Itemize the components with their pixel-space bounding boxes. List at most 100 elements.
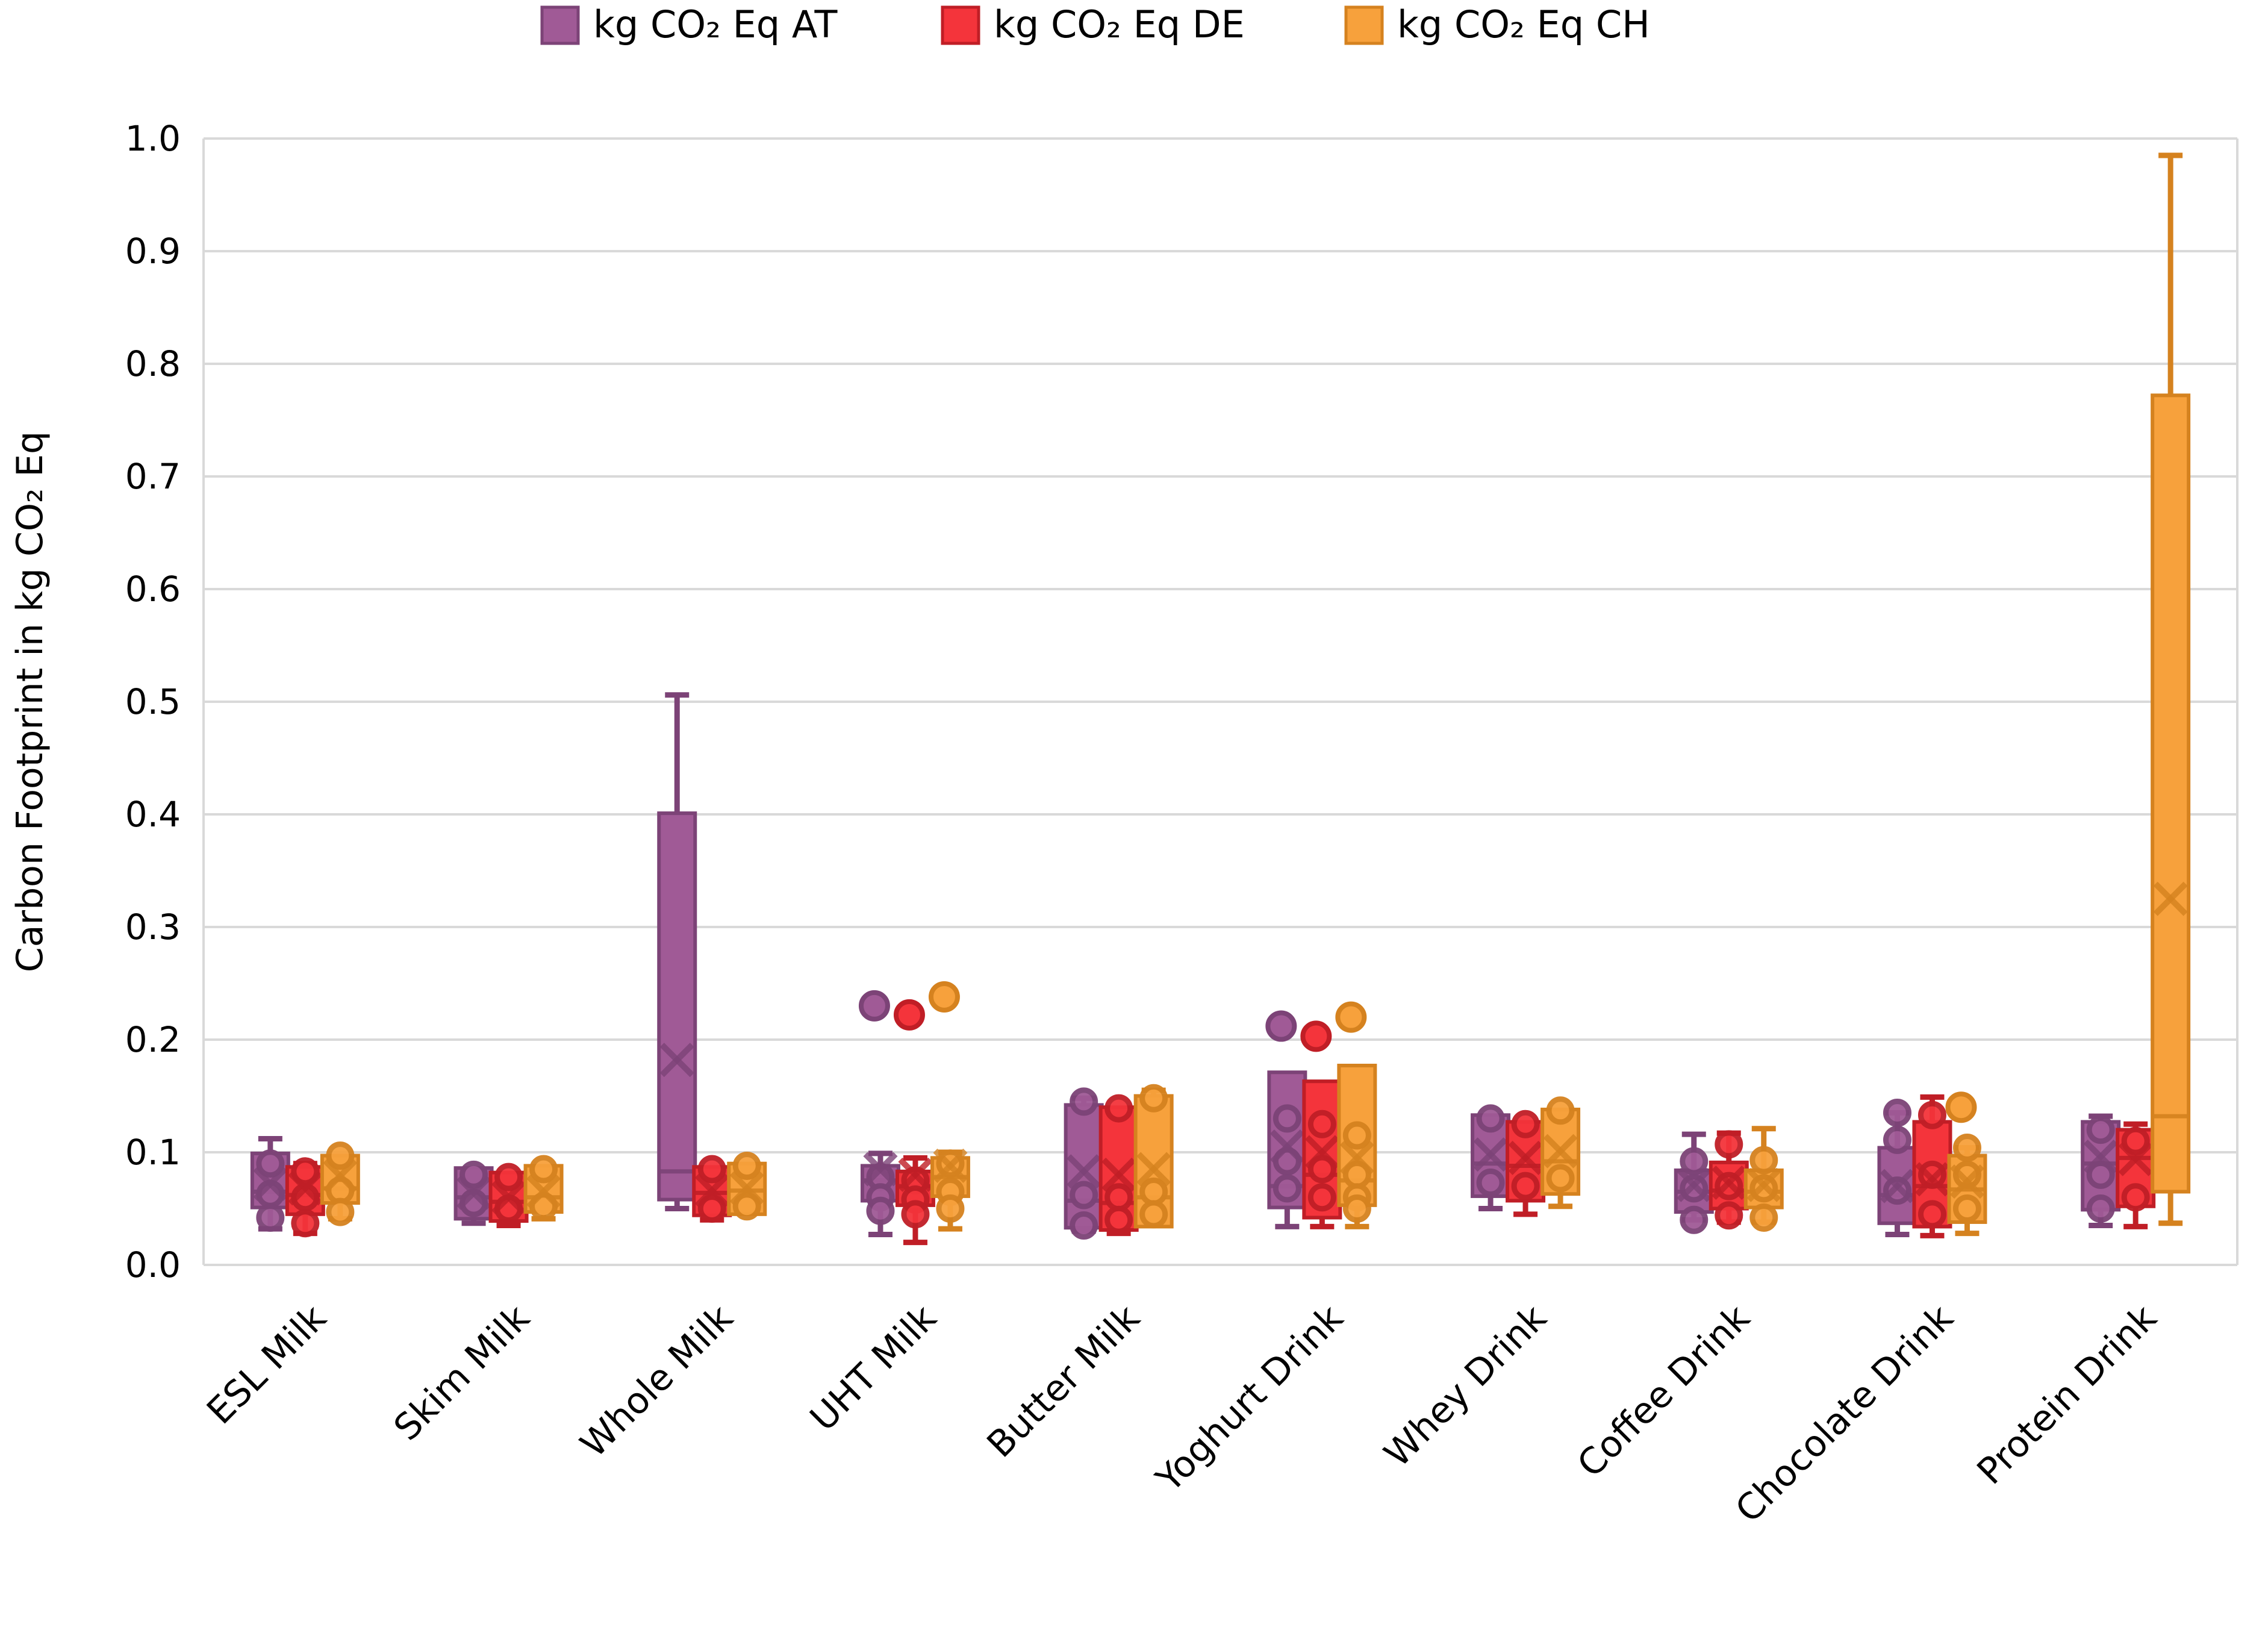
box-1-1[interactable] [488, 1163, 529, 1229]
box-2-2[interactable] [727, 1151, 767, 1221]
box-2-0[interactable] [320, 1141, 360, 1226]
box-2-6[interactable] [1541, 1096, 1581, 1209]
box-2-8[interactable] [1945, 1091, 1987, 1237]
legend-item[interactable]: kg CO₂ Eq AT [540, 2, 838, 46]
mean-marker-icon [1914, 1162, 1949, 1197]
data-point [460, 1160, 488, 1189]
data-point [866, 1196, 895, 1225]
data-point [1104, 1183, 1133, 1212]
x-category-label: UHT Milk [802, 1297, 945, 1440]
box-0-2[interactable] [657, 692, 697, 1211]
data-point [1749, 1146, 1778, 1175]
box-0-6[interactable] [1471, 1104, 1511, 1211]
data-point [1749, 1203, 1778, 1232]
legend-item[interactable]: kg CO₂ Eq CH [1344, 2, 1650, 46]
mean-marker-icon [1136, 1152, 1171, 1187]
box-2-3[interactable] [928, 981, 970, 1232]
data-point [697, 1155, 726, 1184]
mean-marker-icon [456, 1175, 491, 1210]
box-0-1[interactable] [453, 1160, 494, 1226]
mean-marker-icon [491, 1180, 526, 1215]
y-axis-tick-label: 0.9 [125, 231, 181, 272]
box [2151, 393, 2191, 1194]
data-point [256, 1203, 285, 1232]
legend-label: kg CO₂ Eq CH [1397, 2, 1650, 46]
y-axis-tick-label: 0.8 [125, 343, 181, 384]
data-point [1273, 1174, 1301, 1203]
box-2-1[interactable] [523, 1155, 564, 1222]
data-point [936, 1194, 965, 1223]
outlier-point [1265, 1010, 1297, 1042]
box-1-5[interactable] [1300, 1020, 1342, 1229]
legend: kg CO₂ Eq AT kg CO₂ Eq DE kg CO₂ Eq CH [540, 2, 1650, 46]
x-category-label: Coffee Drink [1569, 1297, 1759, 1486]
mean-marker-icon [1949, 1164, 1984, 1199]
mean-marker-icon [1101, 1157, 1136, 1192]
data-point [326, 1197, 355, 1226]
box-2-9[interactable] [2151, 152, 2191, 1226]
x-category-label: ESL Milk [199, 1297, 334, 1432]
box-0-8[interactable] [1877, 1099, 1918, 1238]
data-point [1511, 1172, 1540, 1200]
data-point [326, 1141, 355, 1170]
box-0-9[interactable] [2081, 1113, 2121, 1229]
mean-marker-icon [2083, 1139, 2118, 1175]
mean-marker-icon [288, 1171, 323, 1206]
box-0-3[interactable] [858, 990, 900, 1238]
box-0-4[interactable] [1064, 1087, 1104, 1240]
data-point [1307, 1183, 1336, 1212]
legend-label: kg CO₂ Eq DE [994, 2, 1245, 46]
x-category-label: Chocolate Drink [1727, 1297, 1961, 1531]
data-point [1952, 1134, 1981, 1163]
legend-item[interactable]: kg CO₂ Eq DE [941, 2, 1245, 46]
box-2-7[interactable] [1743, 1126, 1784, 1232]
outlier-point [1300, 1020, 1332, 1052]
box-1-9[interactable] [2116, 1121, 2156, 1229]
box-1-8[interactable] [1912, 1094, 1952, 1238]
data-point [1715, 1201, 1743, 1230]
legend-swatch-icon [1344, 5, 1384, 45]
mean-marker-icon [1880, 1169, 1914, 1203]
y-axis-tick-label: 0.2 [125, 1019, 181, 1060]
mean-marker-icon [1712, 1165, 1746, 1200]
mean-marker-icon [526, 1174, 561, 1209]
x-category-label: Protein Drink [1969, 1297, 2165, 1493]
data-point [2086, 1160, 2115, 1189]
data-point [1476, 1168, 1505, 1197]
box-0-0[interactable] [250, 1136, 290, 1232]
box-0-7[interactable] [1674, 1131, 1714, 1234]
box-1-2[interactable] [692, 1155, 732, 1223]
mean-marker-icon [1067, 1154, 1101, 1189]
data-point [529, 1155, 558, 1184]
y-axis-tick-label: 0.3 [125, 907, 181, 947]
y-axis-tick-label: 0.7 [125, 456, 181, 497]
mean-marker-icon [729, 1171, 764, 1206]
box-1-6[interactable] [1506, 1110, 1546, 1217]
x-category-label: Butter Milk [979, 1297, 1148, 1466]
x-category-label: Skim Milk [386, 1297, 538, 1449]
data-point [2121, 1183, 2150, 1212]
x-category-label: Whey Drink [1376, 1297, 1555, 1476]
mean-marker-icon [863, 1152, 898, 1187]
box-1-0[interactable] [285, 1157, 325, 1238]
x-category-label: Yoghurt Drink [1148, 1297, 1351, 1500]
data-point [1139, 1177, 1168, 1206]
data-point [1883, 1125, 1911, 1154]
box-2-5[interactable] [1335, 1001, 1377, 1229]
box-1-4[interactable] [1098, 1094, 1139, 1237]
box-1-3[interactable] [893, 999, 935, 1246]
mean-marker-icon [1339, 1140, 1374, 1175]
data-point [1952, 1194, 1981, 1223]
box-2-4[interactable] [1133, 1084, 1174, 1229]
data-point [1883, 1176, 1911, 1205]
data-point [2121, 1126, 2150, 1155]
data-point [1342, 1121, 1371, 1150]
mean-marker-icon [933, 1148, 968, 1183]
data-point [1715, 1130, 1743, 1159]
mean-marker-icon [323, 1158, 358, 1193]
outlier-point [1945, 1091, 1977, 1123]
box-0-5[interactable] [1265, 1010, 1307, 1229]
box-1-7[interactable] [1709, 1130, 1749, 1230]
